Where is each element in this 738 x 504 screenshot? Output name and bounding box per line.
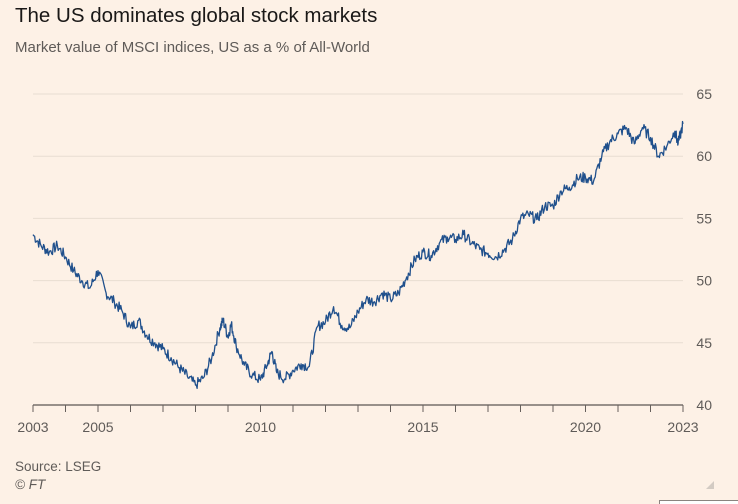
x-tick-label: 2015 — [407, 419, 438, 435]
resize-handle-icon — [706, 481, 714, 489]
series-layer — [32, 120, 684, 390]
series-line — [32, 120, 684, 390]
y-tick-label: 65 — [696, 86, 712, 102]
y-tick-label: 60 — [696, 148, 712, 164]
x-tick-label: 2023 — [667, 419, 698, 435]
x-axis: 2003 2005 2010 2015 2020 2023 — [17, 404, 699, 435]
source-note: Source: LSEG — [15, 459, 102, 474]
x-tick-label: 2010 — [245, 419, 276, 435]
y-tick-label: 40 — [696, 397, 712, 413]
chart-footer: Source: LSEG © FT — [15, 458, 101, 494]
chart-title: The US dominates global stock markets — [15, 4, 378, 27]
y-tick-label: 45 — [696, 335, 712, 351]
y-tick-label: 55 — [696, 210, 712, 226]
corner-box — [659, 500, 738, 504]
x-tick-label: 2003 — [17, 419, 48, 435]
gridlines — [33, 93, 683, 344]
y-tick-label: 50 — [696, 273, 712, 289]
chart-subtitle: Market value of MSCI indices, US as a % … — [15, 39, 370, 56]
x-tick-label: 2005 — [82, 419, 113, 435]
credit-note: © FT — [15, 477, 46, 492]
x-tick-label: 2020 — [570, 419, 601, 435]
y-axis: 40 45 50 55 60 65 — [696, 86, 712, 413]
